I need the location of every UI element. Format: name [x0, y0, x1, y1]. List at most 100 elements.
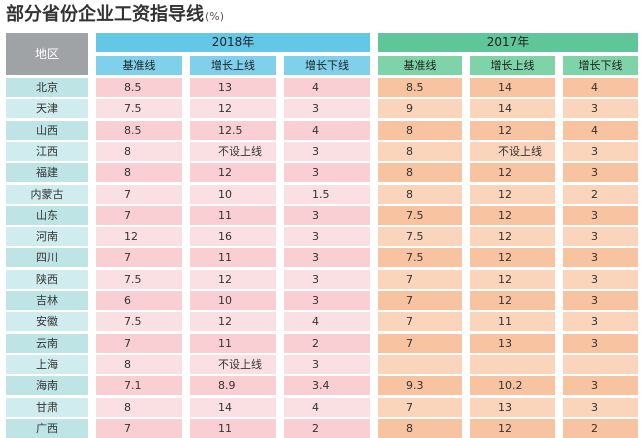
value-2018-col1: 8 — [96, 163, 182, 182]
value-2017-col2: 13 — [470, 398, 555, 417]
region-name: 江西 — [6, 142, 88, 161]
value-2018-col2: 10 — [190, 185, 276, 204]
region-name: 山东 — [6, 206, 88, 225]
value-2018-col2: 12 — [190, 312, 276, 331]
value-2017-col3: 4 — [563, 121, 638, 140]
region-name: 福建 — [6, 163, 88, 182]
column-header-2018-3: 增长下线 — [284, 56, 370, 75]
value-2017-col1: 7 — [378, 291, 462, 310]
value-2017-col3: 3 — [563, 312, 638, 331]
value-2018-col3: 4 — [284, 398, 370, 417]
region-name: 甘肃 — [6, 398, 88, 417]
column-header-2017-1: 基准线 — [378, 56, 462, 75]
value-2017-col1: 7.5 — [378, 206, 462, 225]
value-2018-col1: 8.5 — [96, 121, 182, 140]
value-2018-col2: 11 — [190, 248, 276, 267]
value-2018-col2: 11 — [190, 334, 276, 353]
region-name: 四川 — [6, 248, 88, 267]
value-2017-col3: 3 — [563, 142, 638, 161]
value-2018-col3: 3.4 — [284, 376, 370, 395]
value-2017-col1 — [378, 355, 462, 374]
value-2017-col2: 12 — [470, 270, 555, 289]
value-2017-col3: 4 — [563, 78, 638, 97]
value-2017-col1: 9.3 — [378, 376, 462, 395]
value-2018-col2: 不设上线 — [190, 142, 276, 161]
value-2017-col3: 3 — [563, 99, 638, 118]
value-2017-col3: 3 — [563, 376, 638, 395]
value-2018-col1: 7 — [96, 248, 182, 267]
value-2018-col3: 3 — [284, 142, 370, 161]
value-2017-col2: 14 — [470, 78, 555, 97]
value-2018-col1: 6 — [96, 291, 182, 310]
region-name: 山西 — [6, 121, 88, 140]
value-2017-col1: 8 — [378, 419, 462, 438]
value-2017-col2: 12 — [470, 206, 555, 225]
value-2017-col2: 12 — [470, 121, 555, 140]
value-2018-col3: 2 — [284, 334, 370, 353]
value-2017-col2: 12 — [470, 227, 555, 246]
value-2017-col2: 14 — [470, 99, 555, 118]
value-2018-col1: 7 — [96, 206, 182, 225]
value-2017-col2: 12 — [470, 248, 555, 267]
value-2017-col3: 3 — [563, 248, 638, 267]
value-2017-col1: 7 — [378, 398, 462, 417]
value-2017-col2: 12 — [470, 163, 555, 182]
wage-guideline-table: 地区 2018年 2017年 基准线 增长上线 增长下线 基准线 增长上线 增长下线 北京 8.5 1… — [6, 33, 638, 438]
value-2017-col1: 7.5 — [378, 248, 462, 267]
value-2018-col3: 4 — [284, 121, 370, 140]
value-2018-col1: 7.1 — [96, 376, 182, 395]
value-2018-col2: 12 — [190, 99, 276, 118]
value-2017-col2 — [470, 355, 555, 374]
value-2018-col2: 10 — [190, 291, 276, 310]
value-2017-col1: 8 — [378, 142, 462, 161]
region-name: 广西 — [6, 419, 88, 438]
value-2017-col2: 10.2 — [470, 376, 555, 395]
page-title: 部分省份企业工资指导线(%) — [6, 2, 224, 28]
value-2018-col3: 3 — [284, 227, 370, 246]
value-2017-col1: 8 — [378, 163, 462, 182]
value-2017-col3 — [563, 355, 638, 374]
value-2018-col1: 7 — [96, 334, 182, 353]
value-2017-col1: 8 — [378, 121, 462, 140]
value-2018-col3: 3 — [284, 291, 370, 310]
value-2017-col3: 3 — [563, 206, 638, 225]
value-2018-col2: 13 — [190, 78, 276, 97]
value-2017-col2: 12 — [470, 291, 555, 310]
value-2018-col2: 12 — [190, 270, 276, 289]
column-header-2017-3: 增长下线 — [563, 56, 638, 75]
value-2017-col2: 不设上线 — [470, 142, 555, 161]
value-2017-col3: 3 — [563, 334, 638, 353]
region-name: 上海 — [6, 355, 88, 374]
value-2017-col1: 7 — [378, 312, 462, 331]
value-2018-col3: 3 — [284, 206, 370, 225]
value-2018-col3: 2 — [284, 419, 370, 438]
column-header-2018-1: 基准线 — [96, 56, 182, 75]
region-name: 陕西 — [6, 270, 88, 289]
value-2017-col1: 8 — [378, 185, 462, 204]
value-2018-col2: 12 — [190, 163, 276, 182]
value-2018-col3: 4 — [284, 312, 370, 331]
year-header-2017: 2017年 — [378, 33, 638, 52]
value-2017-col3: 2 — [563, 419, 638, 438]
title-unit: (%) — [205, 10, 225, 23]
value-2018-col3: 3 — [284, 99, 370, 118]
region-name: 云南 — [6, 334, 88, 353]
value-2018-col1: 8.5 — [96, 78, 182, 97]
column-header-2017-2: 增长上线 — [470, 56, 555, 75]
value-2017-col3: 3 — [563, 163, 638, 182]
value-2017-col3: 3 — [563, 291, 638, 310]
value-2018-col2: 11 — [190, 206, 276, 225]
value-2017-col1: 8.5 — [378, 78, 462, 97]
value-2017-col2: 13 — [470, 334, 555, 353]
value-2017-col3: 3 — [563, 270, 638, 289]
value-2017-col1: 9 — [378, 99, 462, 118]
value-2018-col1: 7 — [96, 419, 182, 438]
value-2017-col2: 12 — [470, 185, 555, 204]
title-text: 部分省份企业工资指导线 — [6, 4, 204, 25]
value-2017-col1: 7.5 — [378, 227, 462, 246]
value-2018-col1: 8 — [96, 355, 182, 374]
column-header-2018-2: 增长上线 — [190, 56, 276, 75]
region-column-header: 地区 — [6, 33, 88, 75]
value-2017-col3: 2 — [563, 185, 638, 204]
value-2017-col1: 7 — [378, 270, 462, 289]
